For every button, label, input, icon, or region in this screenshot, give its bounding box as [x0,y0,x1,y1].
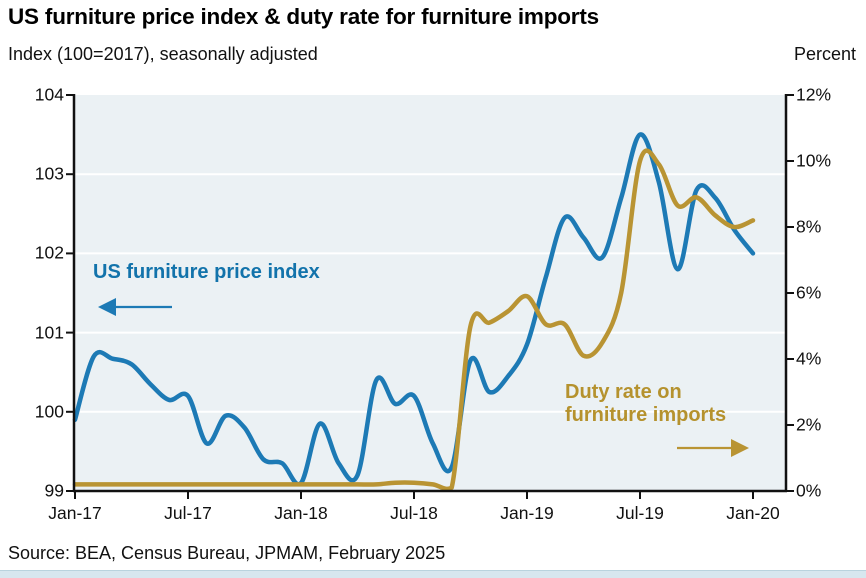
x-axis-tick-label: Jul-19 [616,503,664,523]
right-axis-tick-label: 6% [796,282,822,303]
price-index-line [72,132,756,487]
right-axis-tick-label: 8% [796,216,822,237]
plot-background [74,95,786,491]
duty-rate-arrow-head [731,439,749,457]
x-axis-tick-label: Jan-20 [726,503,780,523]
duty-rate-annotation: Duty rate on furniture imports [565,381,726,427]
x-axis-tick-label: Jan-18 [274,503,328,523]
right-axis-tick-label: 0% [796,480,822,501]
left-axis-tick-label: 104 [34,84,64,105]
duty-rate-annotation-line1: Duty rate on [565,381,682,403]
left-axis-tick-label: 103 [34,163,64,184]
x-axis-tick-label: Jul-17 [164,503,212,523]
left-axis-tick-label: 101 [34,322,64,343]
price-index-annotation: US furniture price index [93,261,320,283]
left-axis-title: Index (100=2017), seasonally adjusted [8,44,318,64]
left-axis-tick-label: 100 [34,401,64,422]
right-axis-tick-label: 2% [796,414,822,435]
footer-strip [0,570,866,578]
x-axis-tick-label: Jul-18 [390,503,438,523]
right-axis-tick-label: 4% [796,348,822,369]
right-axis-title: Percent [793,44,856,64]
left-axis-tick-label: 102 [34,242,64,263]
right-axis-tick-label: 12% [796,84,832,105]
x-axis-tick-label: Jan-17 [48,503,102,523]
price-index-arrow-head [98,298,116,316]
x-axis-tick-label: Jan-19 [500,503,554,523]
chart-title: US furniture price index & duty rate for… [8,4,599,29]
duty-rate-annotation-line2: furniture imports [565,404,727,426]
left-axis-tick-label: 99 [44,480,64,501]
duty-rate-line [72,148,756,492]
right-axis-tick-label: 10% [796,150,832,171]
source-note: Source: BEA, Census Bureau, JPMAM, Febru… [8,543,446,563]
